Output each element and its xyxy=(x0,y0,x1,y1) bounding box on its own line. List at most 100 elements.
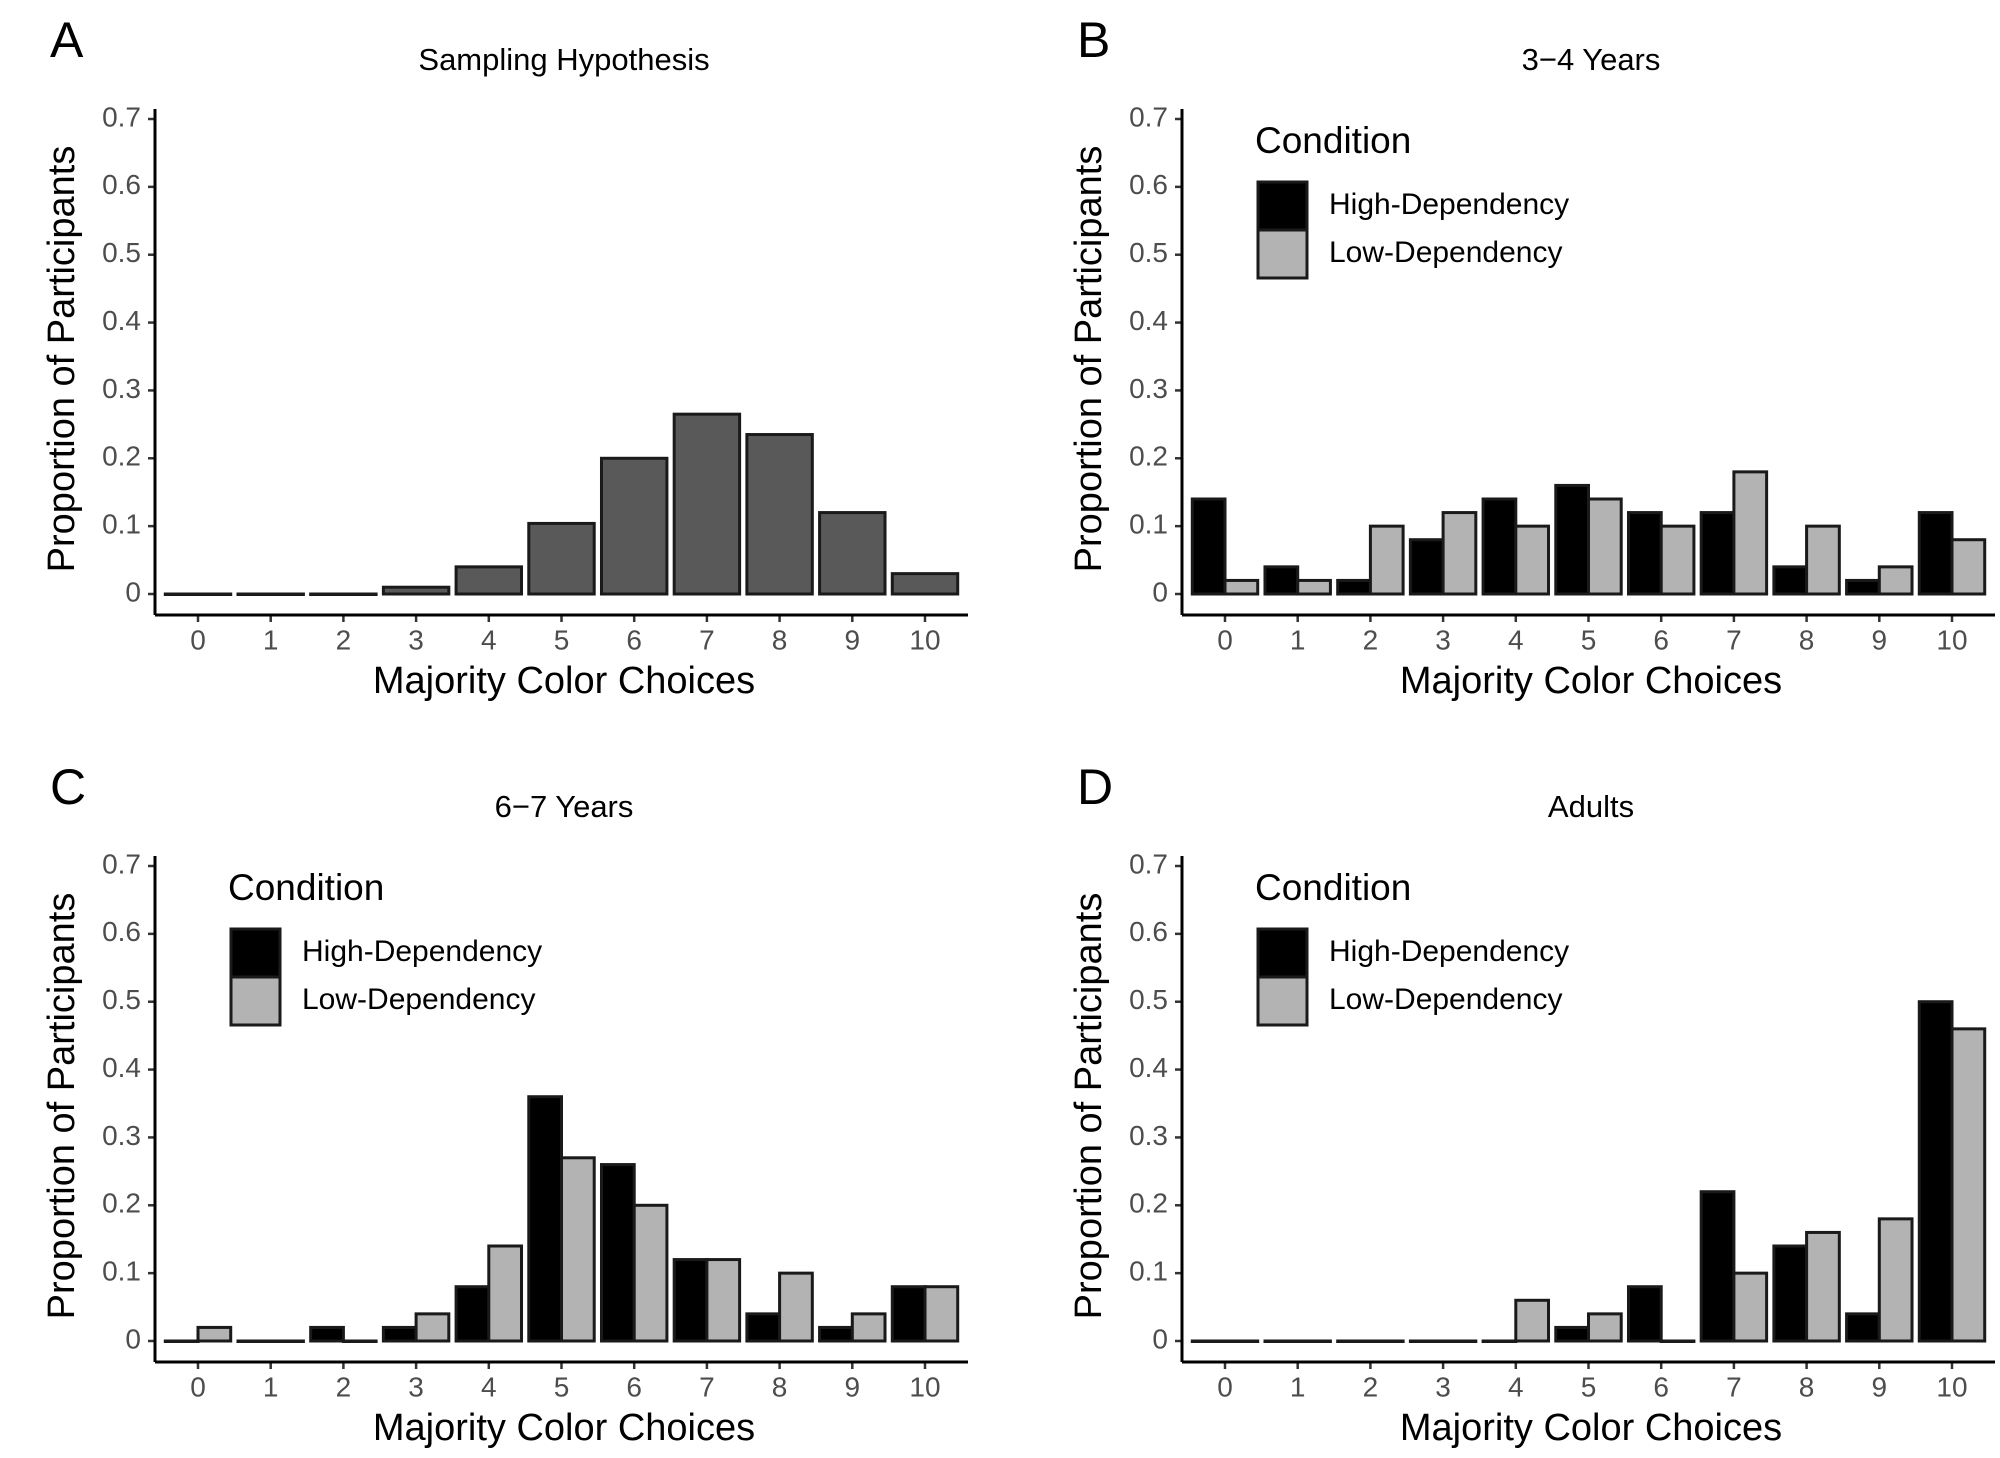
y-tick-label: 0.6 xyxy=(1129,169,1168,200)
bar xyxy=(705,1258,742,1343)
y-tick-label: 0 xyxy=(125,1323,141,1354)
bar xyxy=(1917,1000,1954,1343)
bar xyxy=(1336,578,1372,596)
x-axis-title: Majority Color Choices xyxy=(1400,1407,1782,1449)
bar xyxy=(1845,578,1881,596)
bar xyxy=(196,1325,233,1343)
bar xyxy=(1877,1217,1914,1343)
y-tick-label: 0.2 xyxy=(102,441,141,472)
bar xyxy=(341,1339,378,1343)
bar xyxy=(1732,470,1769,596)
y-tick-label: 0.4 xyxy=(102,305,141,336)
bar xyxy=(1514,524,1551,596)
bar xyxy=(1626,1285,1663,1343)
y-tick-label: 0.4 xyxy=(1129,305,1168,336)
bar xyxy=(778,1271,814,1343)
bar xyxy=(818,1325,854,1343)
x-tick-label: 8 xyxy=(1799,624,1815,655)
bar xyxy=(1368,1339,1405,1343)
y-tick-label: 0.1 xyxy=(1129,1256,1168,1287)
panel-letter: D xyxy=(1077,759,1113,815)
y-tick-label: 0.2 xyxy=(1129,441,1168,472)
bar xyxy=(1223,578,1260,596)
legend-key xyxy=(229,975,282,1027)
bar xyxy=(672,1258,709,1343)
x-tick-label: 5 xyxy=(554,1371,570,1402)
bar xyxy=(1263,565,1300,596)
bar xyxy=(1296,578,1332,596)
bar xyxy=(672,412,742,596)
legend-key xyxy=(1256,975,1309,1027)
chart-title: Sampling Hypothesis xyxy=(418,42,709,77)
y-tick-label: 0.7 xyxy=(1129,848,1168,879)
bar xyxy=(1772,565,1809,596)
x-tick-label: 1 xyxy=(263,1371,279,1402)
x-tick-label: 8 xyxy=(772,624,788,655)
panel: A Sampling Hypothesis Proportion of Partic… xyxy=(41,12,968,702)
x-tick-label: 4 xyxy=(1508,624,1524,655)
x-tick-label: 6 xyxy=(626,624,642,655)
y-tick-label: 0.3 xyxy=(1129,373,1168,404)
y-tick-label: 0.7 xyxy=(102,848,141,879)
bar xyxy=(527,1095,563,1343)
bar xyxy=(745,433,814,596)
y-tick-label: 0.5 xyxy=(102,237,141,268)
x-tick-label: 2 xyxy=(336,1371,352,1402)
bar xyxy=(454,1285,491,1343)
x-tick-label: 10 xyxy=(1936,624,1967,655)
bar xyxy=(236,592,305,596)
bar xyxy=(1950,1027,1987,1343)
bar xyxy=(1408,538,1445,596)
y-tick-label: 0.5 xyxy=(102,984,141,1015)
panel: B 3−4 Years Proportion of Participants Majo… xyxy=(1068,12,1995,702)
x-tick-label: 10 xyxy=(1936,1371,1967,1402)
y-tick-label: 0.2 xyxy=(102,1188,141,1219)
x-tick-label: 0 xyxy=(190,624,206,655)
x-tick-label: 3 xyxy=(1435,624,1451,655)
x-tick-label: 9 xyxy=(845,1371,861,1402)
x-tick-label: 7 xyxy=(699,1371,715,1402)
x-tick-label: 4 xyxy=(481,624,497,655)
bar xyxy=(527,521,596,596)
bar xyxy=(381,585,451,596)
bar xyxy=(1408,1339,1445,1343)
y-tick-label: 0.1 xyxy=(102,1256,141,1287)
legend-label: High-Dependency xyxy=(1329,188,1569,221)
x-tick-label: 8 xyxy=(1799,1371,1815,1402)
x-tick-label: 7 xyxy=(699,624,715,655)
y-tick-label: 0.6 xyxy=(102,916,141,947)
x-tick-label: 1 xyxy=(1290,1371,1306,1402)
bar xyxy=(1336,1339,1372,1343)
bar xyxy=(1587,1312,1623,1343)
bar xyxy=(1626,511,1663,596)
panel: C 6−7 Years Proportion of Participants Majo… xyxy=(41,759,968,1449)
bar xyxy=(1659,524,1696,596)
y-axis-title: Proportion of Participants xyxy=(1068,893,1110,1320)
x-tick-label: 7 xyxy=(1726,1371,1742,1402)
legend-key xyxy=(1256,927,1309,979)
y-tick-label: 0.3 xyxy=(102,373,141,404)
y-tick-label: 0 xyxy=(125,576,141,607)
x-tick-label: 5 xyxy=(1581,624,1597,655)
bar xyxy=(1481,1339,1518,1343)
bar xyxy=(923,1285,960,1343)
y-tick-label: 0.6 xyxy=(1129,916,1168,947)
bar xyxy=(1514,1298,1551,1343)
y-tick-label: 0.5 xyxy=(1129,984,1168,1015)
bar xyxy=(1441,511,1478,596)
bar xyxy=(236,1339,273,1343)
bar xyxy=(1950,538,1987,596)
x-tick-label: 0 xyxy=(1217,624,1233,655)
legend-key xyxy=(1256,228,1309,280)
bar xyxy=(1441,1339,1478,1343)
bar xyxy=(1772,1244,1809,1343)
bar xyxy=(599,456,669,596)
bar xyxy=(1587,497,1623,596)
bar xyxy=(309,592,378,596)
bar xyxy=(1296,1339,1332,1343)
x-tick-label: 3 xyxy=(408,624,424,655)
y-tick-label: 0.3 xyxy=(1129,1120,1168,1151)
bar xyxy=(1845,1312,1881,1343)
bar xyxy=(599,1163,636,1343)
